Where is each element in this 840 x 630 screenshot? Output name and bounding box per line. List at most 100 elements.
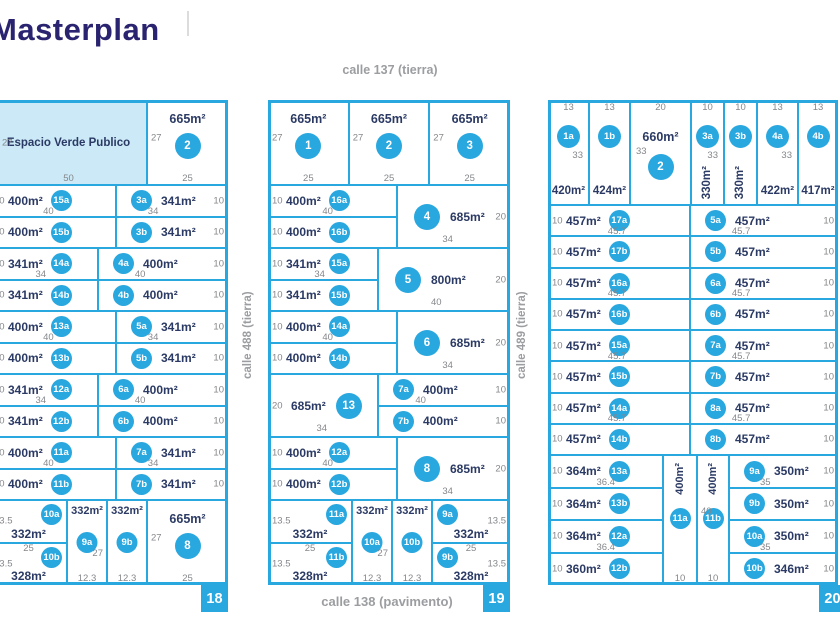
dimension-label: 10 — [674, 572, 686, 584]
lot-18-5a: 5a 341m² 10 34 — [116, 311, 228, 343]
dimension-label: 13.5 — [487, 558, 507, 569]
dimension-label: 34 — [442, 359, 453, 371]
area-label: 332m² — [292, 526, 328, 541]
dimension-label: 13.5 — [272, 558, 291, 569]
area-label: 457m² — [735, 276, 770, 291]
area-label: 341m² — [8, 414, 43, 429]
lot-20-11a: 400m² 11a 10 — [663, 455, 697, 585]
dimension-label: 40 — [415, 395, 426, 406]
area-label: 341m² — [161, 225, 196, 240]
area-label: 400m² — [8, 319, 43, 334]
lot-number-circle: 2 — [174, 132, 201, 159]
lot-18-13b: 400m² 13b 10 — [0, 342, 116, 374]
dimension-label: 10 — [735, 102, 746, 113]
lot-number-circle: 8 — [174, 532, 201, 559]
lot-19-8: 8 685m² 20 34 — [397, 437, 510, 500]
area-label: 417m² — [801, 184, 835, 197]
lot-18-7a: 7a 341m² 10 34 — [116, 437, 228, 469]
area-label: 341m² — [8, 382, 43, 397]
lot-18-7b: 7b 341m² 10 — [116, 468, 228, 500]
lot-number-circle: 6a — [705, 272, 726, 294]
dimension-label: 10 — [823, 563, 834, 574]
lot-20-10a: 10a 350m² 10 35 — [729, 520, 838, 553]
dimension-label: 36.4 — [596, 477, 615, 488]
lot-19-3: 665m² 3 27 25 — [429, 100, 510, 185]
dimension-label: 36.4 — [596, 542, 615, 553]
lot-20-8a: 8a 457m² 10 45.7 — [690, 392, 838, 424]
lot-number-circle: 7a — [393, 379, 414, 401]
lot-number-circle: 15b — [50, 221, 72, 243]
area-label: 665m² — [451, 112, 488, 126]
area-label: 457m² — [566, 213, 601, 228]
lot-number-circle: 7a — [705, 335, 726, 357]
dimension-label: 13.5 — [0, 558, 13, 569]
area-label: 660m² — [642, 130, 679, 144]
area-label: 685m² — [450, 335, 485, 350]
lot-number-circle: 4 — [414, 203, 440, 230]
street-label-calle-137: calle 137 (tierra) — [342, 63, 438, 77]
lot-number-circle: 10a — [41, 504, 62, 525]
area-label: 457m² — [735, 369, 770, 384]
lot-number-circle: 4b — [113, 284, 134, 306]
area-label: 341m² — [161, 319, 196, 334]
dimension-label: 34 — [442, 485, 453, 497]
area-label: 400m² — [143, 382, 178, 397]
area-label: 350m² — [774, 464, 809, 479]
lot-number-circle: 17a — [608, 210, 630, 232]
lot-19-4: 4 685m² 20 34 — [397, 185, 510, 248]
lot-18-15b: 400m² 15b 10 — [0, 216, 116, 248]
lot-number-circle: 6b — [705, 303, 726, 325]
dimension-label: 10 — [823, 433, 834, 445]
dimension-label: 10 — [0, 226, 5, 238]
area-label: 665m² — [169, 112, 206, 126]
lot-number-circle: 2 — [375, 132, 402, 159]
dimension-label: 13 — [812, 102, 824, 113]
lot-number-circle: 6a — [113, 379, 134, 401]
area-label: 332m² — [111, 505, 143, 517]
dimension-label: 10 — [823, 246, 834, 258]
area-label: 332m² — [396, 505, 428, 517]
lot-20-14a: 457m² 14a 10 45.7 — [548, 392, 690, 424]
lot-20-10b: 10b 346m² 10 — [729, 552, 838, 585]
dimension-label: 10 — [495, 415, 506, 427]
dimension-label: 27 — [151, 132, 162, 144]
dimension-label: 10 — [213, 384, 224, 395]
dimension-label: 34 — [442, 233, 453, 245]
lot-number-circle: 5a — [131, 316, 152, 338]
dimension-label: 10 — [213, 352, 224, 364]
lot-19-14a: 400m² 14a 10 40 — [268, 311, 397, 343]
area-label: 332m² — [356, 505, 388, 517]
lot-19-7b: 7b 400m² 10 — [378, 405, 510, 437]
lot-20-12a: 364m² 12a 10 36.4 — [548, 520, 663, 553]
dimension-label: 34 — [35, 269, 47, 280]
dimension-label: 27 — [377, 548, 388, 560]
lot-number-circle: 14b — [608, 428, 630, 450]
area-label: 341m² — [286, 256, 321, 271]
lot-19-12a: 400m² 12a 10 40 — [268, 437, 397, 469]
lot-number-circle: 17b — [608, 241, 630, 263]
lot-number-circle: 13a — [608, 460, 630, 482]
lot-number-circle: 10a — [361, 531, 383, 553]
dimension-label: 45.7 — [731, 225, 751, 237]
area-label: 457m² — [735, 213, 770, 228]
lot-number-circle: 4a — [766, 125, 789, 148]
dimension-label: 34 — [35, 395, 47, 406]
dimension-label: 10 — [552, 498, 563, 509]
dimension-label: 10 — [823, 308, 834, 320]
lot-number-circle: 15a — [608, 335, 630, 357]
lot-number-circle: 5b — [705, 241, 726, 263]
dimension-label: 10 — [213, 447, 224, 458]
dimension-label: 45.7 — [731, 288, 751, 300]
lot-19-10a: 332m² 10a 27 12.3 — [352, 500, 392, 585]
lot-18-3a: 3a 341m² 10 34 — [116, 185, 228, 217]
dimension-label: 13.5 — [0, 515, 13, 527]
lot-18-6b: 6b 400m² 10 — [98, 405, 228, 437]
lot-number-circle: 7b — [705, 366, 726, 388]
lot-19-6: 6 685m² 20 34 — [397, 311, 510, 374]
lot-19-13: 685m² 13 20 34 — [268, 374, 378, 437]
lot-20-12b: 360m² 12b 10 — [548, 552, 663, 585]
area-label: 350m² — [774, 496, 809, 511]
dimension-label: 10 — [702, 102, 713, 113]
block-number-badge-18: 18 — [201, 585, 228, 612]
lot-19-12b: 400m² 12b 10 — [268, 468, 397, 500]
